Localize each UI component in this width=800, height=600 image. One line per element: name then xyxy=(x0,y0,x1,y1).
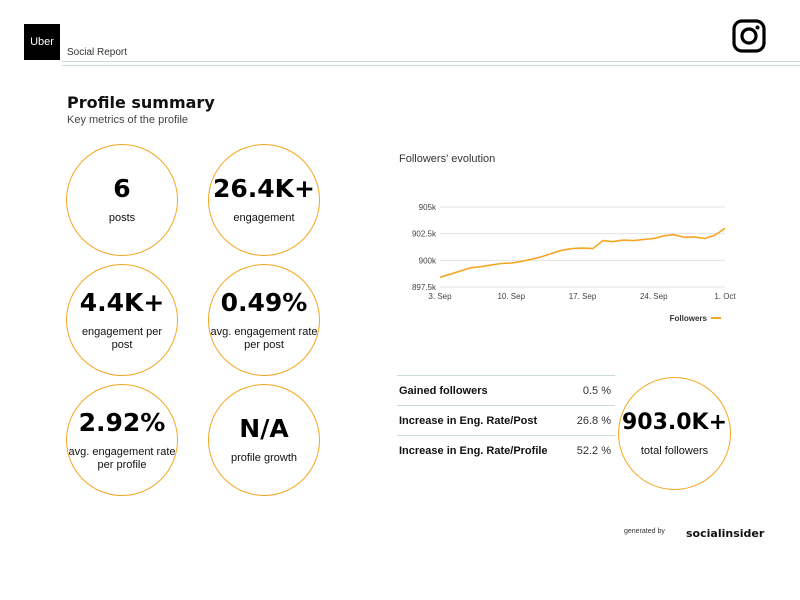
stat-label: Increase in Eng. Rate/Profile xyxy=(399,444,548,457)
stat-row-eng-rate-post: Increase in Eng. Rate/Post 26.8 % xyxy=(397,406,615,436)
x-tick-label: 17. Sep xyxy=(569,292,597,301)
instagram-icon xyxy=(732,19,766,53)
metric-label: engagement xyxy=(233,212,295,225)
legend-label: Followers xyxy=(670,314,708,323)
metric-avg-engagement-rate-post: 0.49% avg. engagement rate per post xyxy=(208,264,320,376)
metric-value: N/A xyxy=(239,413,289,443)
series-line-followers xyxy=(439,227,726,279)
metric-label: posts xyxy=(108,212,136,225)
followers-chart: 897.5k 900k 902.5k 905k 3. Sep 10. Sep 17. Sep… xyxy=(412,203,736,323)
generated-by-label: generated by xyxy=(624,528,665,535)
y-tick-label: 905k xyxy=(419,203,437,212)
stat-row-eng-rate-profile: Increase in Eng. Rate/Profile 52.2 % xyxy=(397,436,615,465)
x-tick-label: 10. Sep xyxy=(497,292,525,301)
x-tick-label: 24. Sep xyxy=(640,292,668,301)
total-followers-label: total followers xyxy=(640,445,709,457)
uber-logo: Uber xyxy=(24,24,60,60)
page-title: Profile summary xyxy=(67,93,215,112)
metric-avg-engagement-rate-profile: 2.92% avg. engagement rate per profile xyxy=(66,384,178,496)
y-tick-label: 897.5k xyxy=(412,283,437,292)
x-tick-label: 3. Sep xyxy=(428,292,452,301)
socialinsider-logo: socialinsider xyxy=(686,527,765,540)
y-tick-label: 902.5k xyxy=(412,230,437,239)
stat-value: 52.2 % xyxy=(576,444,611,457)
stat-label: Increase in Eng. Rate/Post xyxy=(399,414,538,427)
metric-value: 26.4K+ xyxy=(212,173,315,203)
x-tick-label: 1. Oct xyxy=(714,292,736,301)
header-divider xyxy=(62,65,800,66)
metric-label: avg. engagement rate per post xyxy=(210,326,318,351)
stat-value: 26.8 % xyxy=(576,414,611,427)
total-followers-badge: 903.0K+ total followers xyxy=(618,377,731,490)
y-tick-label: 900k xyxy=(419,256,437,265)
metric-engagement: 26.4K+ engagement xyxy=(208,144,320,256)
metric-value: 6 xyxy=(113,173,131,203)
page-subtitle: Key metrics of the profile xyxy=(67,114,189,126)
header-divider xyxy=(62,61,800,62)
stat-value: 0.5 % xyxy=(582,384,611,397)
stat-label: Gained followers xyxy=(399,384,488,397)
metric-value: 0.49% xyxy=(220,287,308,317)
stats-table: Gained followers 0.5 % Increase in Eng. … xyxy=(397,375,615,465)
metric-label: engagement per post xyxy=(81,326,163,351)
stat-row-gained-followers: Gained followers 0.5 % xyxy=(397,375,615,406)
metric-value: 2.92% xyxy=(78,407,166,437)
metric-value: 4.4K+ xyxy=(79,287,165,317)
metric-label: profile growth xyxy=(230,452,298,465)
metric-posts: 6 posts xyxy=(66,144,178,256)
total-followers-value: 903.0K+ xyxy=(621,410,728,435)
metric-label: avg. engagement rate per profile xyxy=(68,446,176,471)
chart-title: Followers' evolution xyxy=(399,153,496,165)
metric-engagement-per-post: 4.4K+ engagement per post xyxy=(66,264,178,376)
report-label: Social Report xyxy=(67,47,128,58)
metric-profile-growth: N/A profile growth xyxy=(208,384,320,496)
